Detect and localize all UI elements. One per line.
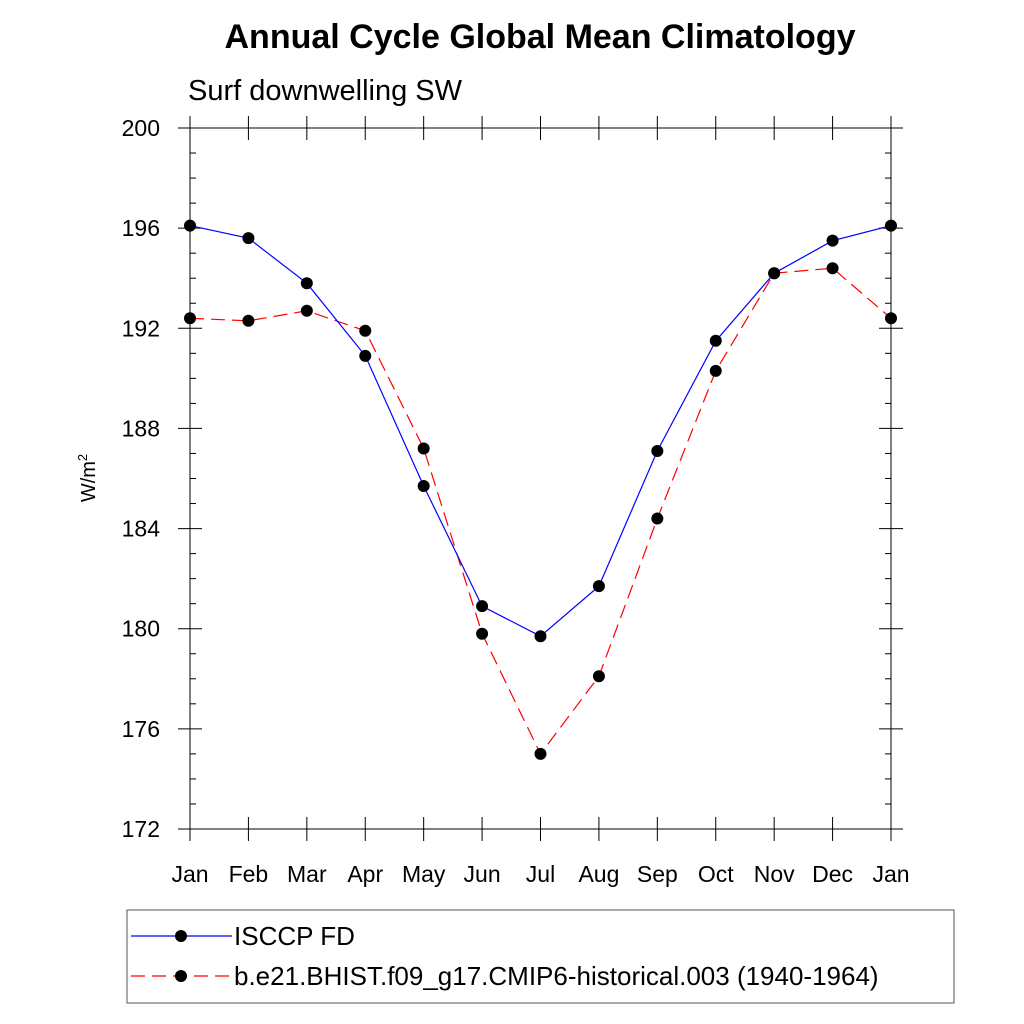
legend-item: b.e21.BHIST.f09_g17.CMIP6-historical.003…: [131, 961, 879, 991]
data-point: [768, 267, 781, 280]
y-axis-label-exponent: 2: [75, 454, 90, 461]
legend-label: ISCCP FD: [234, 921, 355, 951]
legend-label: b.e21.BHIST.f09_g17.CMIP6-historical.003…: [234, 961, 879, 991]
x-tick-label: Mar: [287, 861, 327, 887]
y-axis-label-unit: W/m: [78, 461, 100, 502]
data-point: [300, 304, 313, 317]
y-tick-label: 188: [122, 415, 160, 441]
y-tick-label: 172: [122, 816, 160, 842]
legend: ISCCP FD b.e21.BHIST.f09_g17.CMIP6-histor…: [126, 909, 955, 1004]
data-point: [534, 747, 547, 760]
axis-ticks: 172 176 180 184 188 192 196 200 Jan Feb Mar Apr May J…: [122, 115, 910, 887]
data-point: [300, 277, 313, 290]
data-point: [826, 234, 839, 247]
y-tick-label: 180: [122, 616, 160, 642]
y-tick-label: 196: [122, 215, 160, 241]
data-point: [826, 262, 839, 275]
data-point: [709, 334, 722, 347]
data-point: [417, 480, 430, 493]
x-tick-label: Jan: [171, 861, 208, 887]
x-tick-label: Jul: [526, 861, 555, 887]
data-point: [476, 627, 489, 640]
data-point: [651, 512, 664, 525]
plot-border: [189, 127, 892, 830]
y-tick-label: 184: [122, 516, 161, 542]
y-axis-label: W/m2: [75, 454, 100, 502]
y-tick-label: 200: [122, 115, 160, 141]
data-point: [242, 314, 255, 327]
data-point: [184, 312, 196, 325]
y-tick-label: 176: [122, 716, 160, 742]
legend-items: ISCCP FD b.e21.BHIST.f09_g17.CMIP6-histor…: [131, 921, 879, 991]
data-point: [709, 364, 722, 377]
chart-title: Annual Cycle Global Mean Climatology: [225, 18, 856, 56]
legend-marker: [175, 930, 187, 942]
chart-subtitle: Surf downwelling SW: [188, 75, 463, 107]
x-tick-label: May: [402, 861, 446, 887]
x-tick-label: Dec: [812, 861, 853, 887]
series-model-historical: [184, 262, 897, 760]
data-point: [417, 442, 430, 455]
data-point: [592, 580, 605, 593]
x-tick-label: Sep: [637, 861, 678, 887]
data-point: [242, 232, 255, 245]
y-tick-label: 192: [122, 315, 160, 341]
plot-frame: [189, 127, 892, 830]
data-point: [184, 219, 196, 232]
data-point: [534, 630, 547, 643]
x-tick-label: Oct: [698, 861, 734, 887]
data-point: [476, 600, 489, 613]
x-tick-label: Jan: [872, 861, 909, 887]
legend-item: ISCCP FD: [131, 921, 355, 951]
x-tick-label: Feb: [229, 861, 269, 887]
data-point: [359, 349, 372, 362]
series-layer: [184, 219, 897, 760]
data-point: [651, 444, 664, 457]
data-point: [359, 324, 372, 337]
legend-marker: [175, 970, 187, 982]
series-line: [189, 267, 892, 756]
legend-box: [126, 909, 955, 1004]
data-point: [885, 312, 897, 325]
x-tick-label: Nov: [754, 861, 795, 887]
series-isccp-fd: [184, 219, 897, 643]
data-point: [592, 670, 605, 683]
data-point: [885, 219, 897, 232]
series-line: [189, 225, 892, 637]
x-tick-label: Aug: [578, 861, 619, 887]
x-tick-label: Apr: [347, 861, 383, 887]
x-tick-label: Jun: [464, 861, 501, 887]
